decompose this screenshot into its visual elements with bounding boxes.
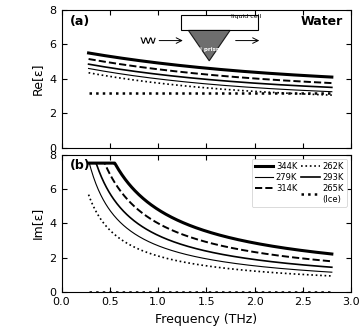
Text: Water: Water: [300, 16, 342, 29]
Y-axis label: Im[ε]: Im[ε]: [31, 207, 44, 239]
Text: (a): (a): [70, 16, 90, 29]
X-axis label: Frequency (THz): Frequency (THz): [155, 312, 257, 326]
Text: (b): (b): [70, 159, 91, 172]
Legend: 344K, 279K, 314K, 262K, 293K, 265K
(Ice): 344K, 279K, 314K, 262K, 293K, 265K (Ice): [252, 159, 347, 207]
Y-axis label: Re[ε]: Re[ε]: [31, 62, 44, 95]
